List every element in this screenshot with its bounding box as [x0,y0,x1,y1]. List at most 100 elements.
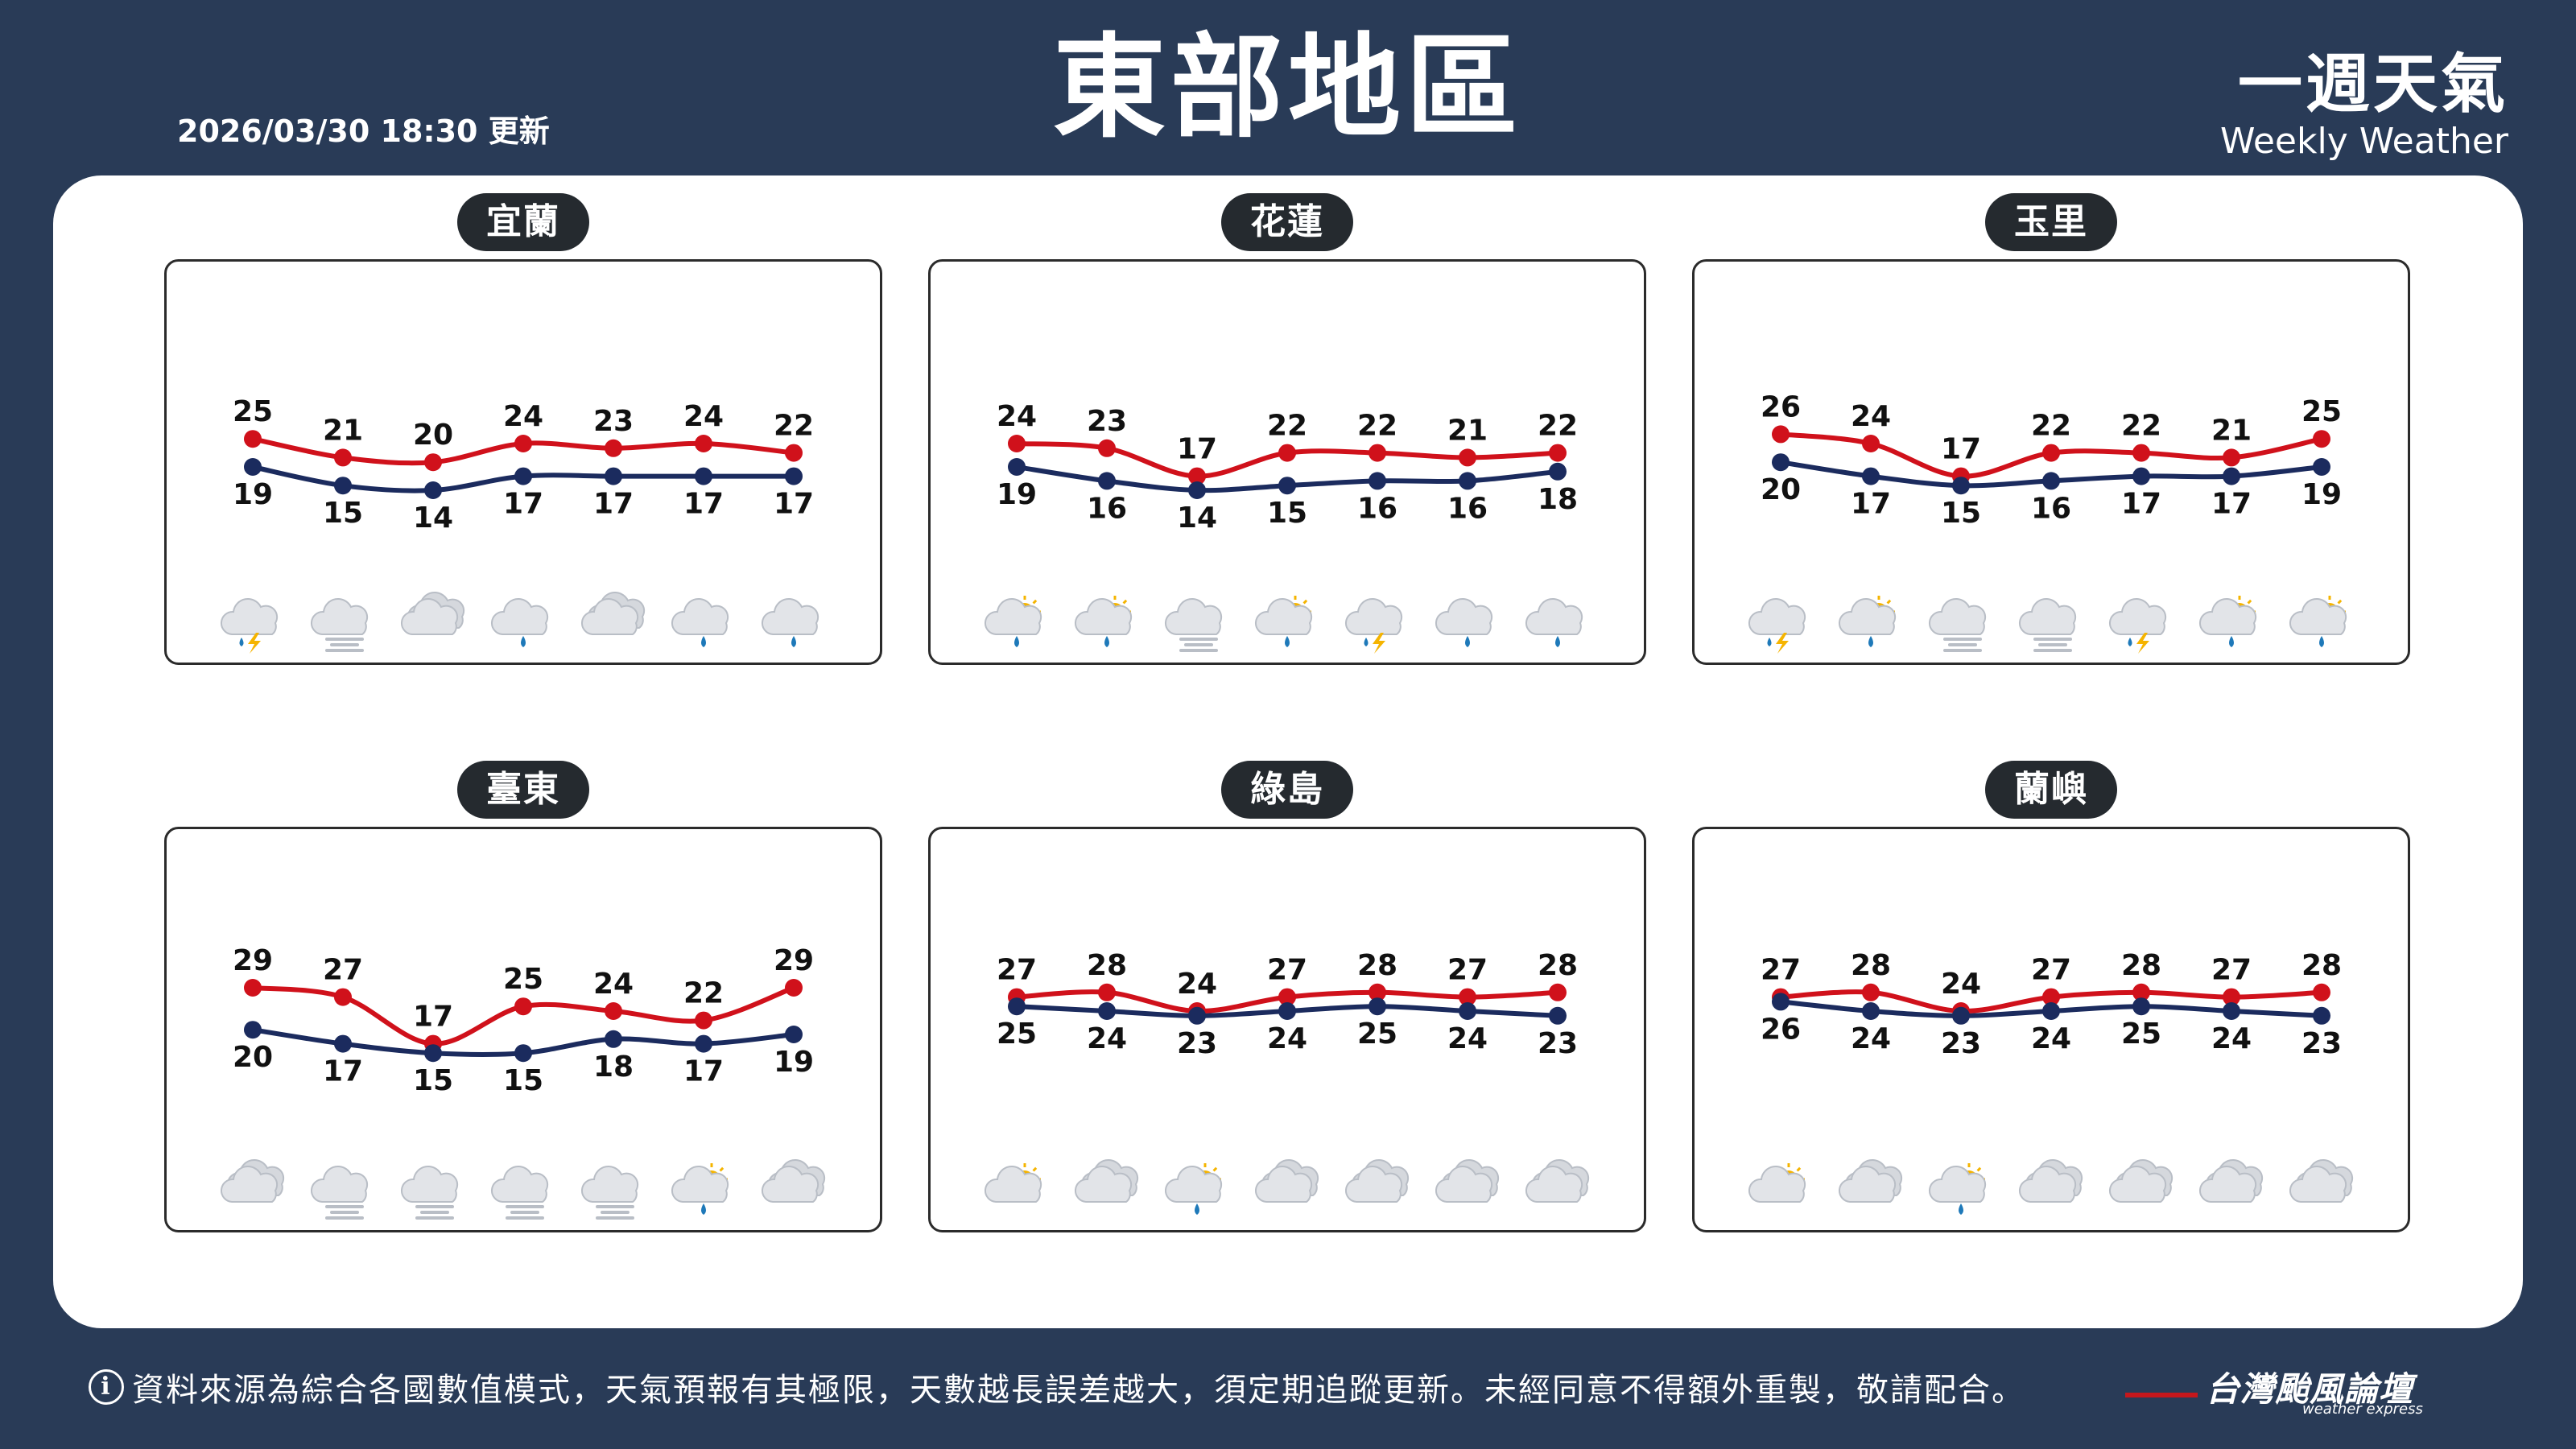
high-temp-point [1862,435,1880,452]
date-label: 04/06 [753,1245,835,1276]
low-temp-label: 17 [323,1055,363,1088]
raindrop-shape [701,1203,706,1215]
high-temp-point [244,430,262,448]
raindrop-shape [701,636,706,647]
low-temp-label: 18 [593,1051,634,1084]
sun-ray [1122,599,1128,605]
low-temp-point [334,477,352,495]
high-temp-label: 23 [593,405,634,438]
sun-rain-icon [671,1163,729,1215]
high-temp-label: 24 [1177,968,1217,1001]
weekday-label: 週六 [2116,708,2167,739]
rain-icon [761,598,819,647]
high-temp-label: 22 [774,410,814,443]
date-label: 04/03 [1247,1245,1328,1276]
high-temp-point [2313,430,2330,448]
high-temp-point [1459,988,1476,1006]
high-temp-point [1459,448,1476,467]
low-temp-point [1862,1002,1880,1020]
high-temp-label: 24 [503,400,543,433]
brand-title: 一週天氣 [2238,47,2508,122]
raindrop-shape [1465,636,1470,647]
fog-icon [1928,598,1987,652]
low-temp-point [1098,1002,1116,1020]
high-temp-point [1549,444,1567,462]
low-temp-label: 18 [1538,483,1578,516]
high-temp-label: 24 [593,968,634,1001]
date-label: 04/06 [2281,1245,2363,1276]
forecast-chart: 25 21 20 24 23 24 22 19 15 14 17 17 17 17 03/31 04/01 04… [164,259,882,739]
weekday-label: 週六 [2116,1276,2167,1307]
panel-title: 蘭嶼 [1985,761,2117,819]
low-temp-point [334,1034,352,1053]
cloud-shape [310,598,369,635]
high-temp-point [2313,983,2330,1001]
cloud-shape [761,1166,819,1203]
high-temp-label: 22 [683,977,724,1010]
high-temp-point [244,979,262,997]
cloud-shape [1928,1166,1987,1203]
weekday-label: 週三 [317,708,369,739]
low-temp-label: 23 [2301,1027,2342,1060]
cloud-shape [1074,1166,1133,1203]
low-temp-label: 15 [503,1064,543,1097]
low-temp-label: 16 [1357,492,1397,525]
raindrop-shape [1868,636,1873,647]
rain-icon [671,598,729,647]
date-label: 04/05 [1427,678,1509,708]
low-temp-label: 24 [1447,1022,1488,1055]
weekday-label: 週日 [678,1276,729,1307]
low-temp-point [514,467,532,485]
low-temp-point [1278,477,1296,495]
rain-icon [490,598,549,647]
fog-icon [490,1166,549,1220]
cloudy-icon [1435,1159,1500,1203]
weekday-label: 週五 [2025,1276,2077,1307]
low-temp-label: 15 [1267,497,1307,530]
high-temp-point [1368,983,1386,1001]
high-temp-label: 25 [233,395,273,428]
low-temp-point [2132,467,2150,485]
low-temp-point [1459,1002,1476,1020]
high-temp-label: 27 [2031,954,2071,987]
date-label: 04/05 [2191,678,2273,708]
sun-rain-icon [984,596,1042,647]
date-label: 04/05 [663,1245,745,1276]
weekday-label: 週四 [1935,708,1987,739]
weekday-label: 週五 [2025,708,2077,739]
weekday-label: 週四 [1935,1276,1987,1307]
cloudy-icon [580,592,646,635]
date-label: 04/06 [753,678,835,708]
date-label: 03/31 [976,678,1058,708]
cloudy-icon [761,1159,826,1203]
cloud-shape [220,598,279,635]
cloud-shape [1748,598,1806,635]
low-temp-label: 15 [413,1064,453,1097]
rain-icon [1435,598,1493,647]
low-temp-point [2223,1002,2240,1020]
low-temp-point [1952,477,1970,495]
low-temp-point [1008,458,1026,476]
weekday-label: 週一 [1532,708,1583,739]
low-temp-label: 25 [997,1018,1037,1051]
date-label: 04/02 [1157,678,1238,708]
high-temp-label: 20 [413,419,453,452]
sun-ray [2337,599,2343,605]
low-temp-point [605,1030,622,1048]
cloudy-icon [220,1159,285,1203]
high-temp-point [2132,444,2150,462]
lightning-shape [1776,633,1789,654]
high-temp-point [1188,467,1206,485]
thunderstorm-icon [1748,598,1806,654]
date-label: 03/31 [1740,678,1822,708]
high-temp-label: 22 [1357,410,1397,443]
high-temp-label: 26 [1761,390,1801,423]
weekday-label: 週三 [1845,708,1897,739]
low-temp-point [1772,453,1790,472]
date-label: 04/04 [1337,678,1418,708]
high-temp-point [514,997,532,1016]
cloud-shape [220,1166,279,1203]
date-label: 03/31 [213,678,294,708]
cloud-shape [490,1166,549,1203]
low-temp-label: 19 [2301,478,2342,511]
